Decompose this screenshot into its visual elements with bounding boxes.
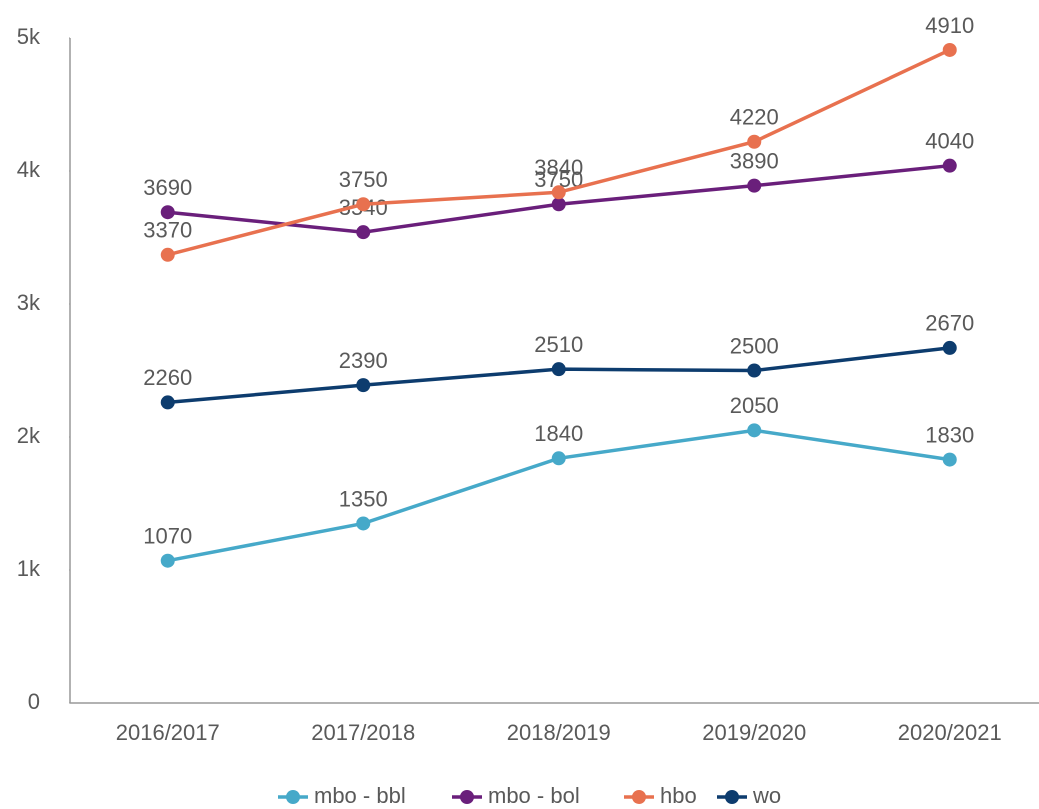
point [356,516,371,531]
data-label: 4040 [925,128,974,153]
data-label: 2500 [730,333,779,358]
point [356,225,371,240]
point [942,42,957,57]
x-tick-label: 2020/2021 [898,720,1002,745]
point [747,178,762,193]
legend-label: wo [752,783,781,808]
point [160,395,175,410]
data-label: 2670 [925,311,974,336]
point [942,452,957,467]
point [551,362,566,377]
series-line [167,48,951,257]
data-label: 3690 [143,175,192,200]
x-tick-label: 2018/2019 [507,720,611,745]
y-tick-label: 2k [17,423,41,448]
data-label: 1350 [339,486,388,511]
legend-label: hbo [660,783,697,808]
y-tick-label: 0 [28,689,40,714]
series-line [167,428,951,563]
legend-marker [286,790,300,804]
legend-marker [460,790,474,804]
x-tick-label: 2016/2017 [116,720,220,745]
data-label: 1830 [925,422,974,447]
data-label: 2260 [143,365,192,390]
data-label: 3840 [534,155,583,180]
data-label: 4910 [925,13,974,38]
data-label: 3750 [339,167,388,192]
x-tick-label: 2019/2020 [702,720,806,745]
data-label: 3890 [730,148,779,173]
point [747,363,762,378]
point [551,197,566,212]
y-tick-label: 1k [17,556,41,581]
legend-marker [725,790,739,804]
point [160,553,175,568]
data-label: 2390 [339,348,388,373]
y-tick-label: 4k [17,157,41,182]
point [356,378,371,393]
data-label: 2050 [730,393,779,418]
point [356,197,371,212]
point [942,340,957,355]
point [942,158,957,173]
data-label: 1070 [143,524,192,549]
data-label: 4220 [730,105,779,130]
legend-label: mbo - bbl [314,783,406,808]
y-tick-label: 3k [17,290,41,315]
point [551,451,566,466]
point [551,185,566,200]
point [160,247,175,262]
data-label: 3370 [143,218,192,243]
x-tick-label: 2017/2018 [311,720,415,745]
data-label: 2510 [534,332,583,357]
legend-marker [632,790,646,804]
point [747,423,762,438]
point [160,205,175,220]
legend-label: mbo - bol [488,783,580,808]
y-tick-label: 5k [17,24,41,49]
data-label: 1840 [534,421,583,446]
point [747,134,762,149]
